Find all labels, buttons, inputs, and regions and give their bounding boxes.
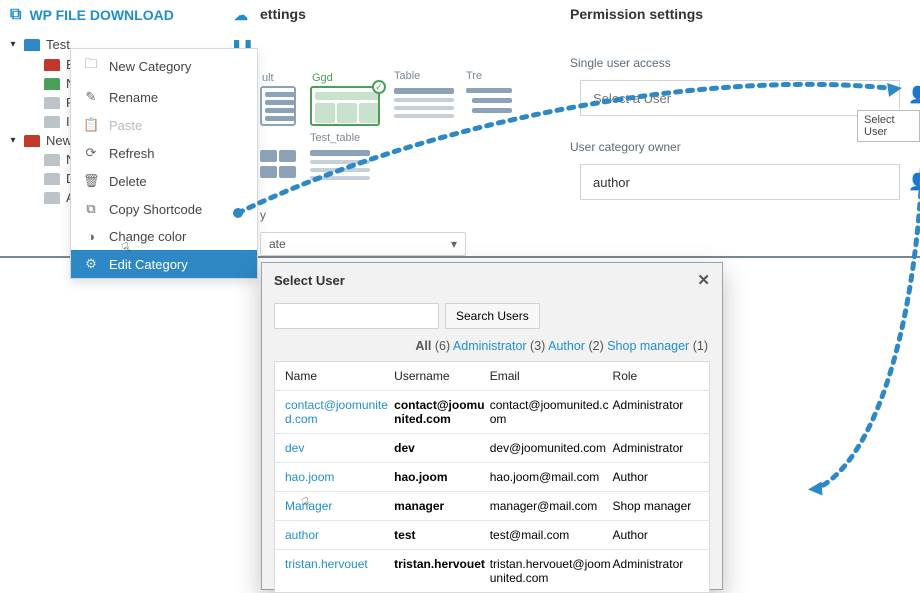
folder-icon [44,192,60,204]
gear-icon: ⚙ [83,256,99,272]
cell-username: tristan.hervouet [394,557,490,571]
menu-refresh[interactable]: ⟳Refresh [71,139,257,167]
cell-email: tristan.hervouet@joomunited.com [490,557,613,585]
menu-edit-category[interactable]: ⚙Edit Category [71,250,257,278]
folder-icon [44,59,60,71]
col-username: Username [394,369,490,383]
cell-email: test@mail.com [490,528,613,542]
palette-icon: ◑ [83,229,99,244]
permission-heading: Permission settings [570,6,703,22]
folder-icon [44,78,60,90]
single-user-actions[interactable]: 👤✕ [908,85,920,105]
cell-name[interactable]: dev [285,441,394,455]
app-title-text: WP FILE DOWNLOAD [29,7,173,23]
single-user-label: Single user access [570,56,671,70]
context-menu: 🗀New Category ✎Rename 📋Paste ⟳Refresh 🗑D… [70,48,258,279]
cell-name[interactable]: tristan.hervouet [285,557,394,571]
cell-role: Administrator [613,557,699,571]
menu-paste: 📋Paste [71,111,257,139]
folder-plus-icon: 🗀 [83,55,99,77]
table-header: Name Username Email Role [275,362,709,390]
folder-icon [24,135,40,147]
arrow-head-icon [887,81,903,97]
trash-icon: 🗑 [83,173,99,189]
user-owner-label: User category owner [570,140,681,154]
user-icon: 👤 [908,85,920,105]
modal-close-button[interactable]: ✕ [697,271,710,289]
download-icon: ⧉ [10,6,21,24]
table-row[interactable]: contact@joomunited.com contact@joomunite… [275,390,709,433]
thumb-ggd[interactable]: Ggd ✓ [310,86,380,126]
cell-username: hao.joom [394,470,490,484]
col-name: Name [285,369,394,383]
app-title: ⧉ WP FILE DOWNLOAD ☁ [0,0,258,30]
cell-name[interactable]: contact@joomunited.com [285,398,394,426]
table-row[interactable]: Manager manager manager@mail.com Shop ma… [275,491,709,520]
folder-icon [44,97,60,109]
cell-role: Administrator [613,441,699,455]
single-user-select[interactable] [580,80,900,116]
cell-name[interactable]: author [285,528,394,542]
cell-email: manager@mail.com [490,499,613,513]
modal-title: Select User [274,273,345,288]
modal-titlebar: Select User ✕ [262,263,722,297]
copy-icon: ⧉ [83,201,99,217]
cell-role: Author [613,528,699,542]
arrow-head-icon [808,482,823,497]
cell-username: contact@joomunited.com [394,398,490,426]
cell-email: hao.joom@mail.com [490,470,613,484]
pencil-icon: ✎ [83,89,99,105]
cell-email: contact@joomunited.com [490,398,613,426]
select-user-modal: Select User ✕ Search Users All (6) Admin… [261,262,723,590]
thumb-test-table[interactable]: Test_table [310,148,370,188]
refresh-icon: ⟳ [83,145,99,161]
cell-role: Author [613,470,699,484]
cell-role: Shop manager [613,499,699,513]
menu-delete[interactable]: 🗑Delete [71,167,257,195]
filter-shop[interactable]: Shop manager [607,339,689,353]
thumb-ult[interactable]: ult [260,86,296,126]
dropdown-sup: y [260,208,266,222]
table-row[interactable]: dev dev dev@joomunited.com Administrator [275,433,709,462]
folder-icon [44,154,60,166]
user-search-input[interactable] [274,303,439,329]
owner-select[interactable] [580,164,900,200]
table-row[interactable]: hao.joom hao.joom hao.joom@mail.com Auth… [275,462,709,491]
filter-author[interactable]: Author [548,339,585,353]
owner-actions[interactable]: 👤✕ [908,172,920,192]
filter-admin[interactable]: Administrator [453,339,527,353]
thumb-table[interactable]: Table [394,86,454,126]
cell-name[interactable]: hao.joom [285,470,394,484]
cell-role: Administrator [613,398,699,412]
table-row[interactable]: author test test@mail.com Author [275,520,709,549]
select-user-tooltip: Select User [857,110,920,142]
folder-icon [44,173,60,185]
table-row[interactable]: tristan.hervouet tristan.hervouet trista… [275,549,709,592]
cloud-icon: ☁ [234,7,248,24]
menu-new-category[interactable]: 🗀New Category [71,49,257,83]
col-role: Role [613,369,699,383]
menu-change-color[interactable]: ◑Change color [71,223,257,250]
paste-icon: 📋 [83,117,99,133]
cell-username: dev [394,441,490,455]
menu-copy-shortcode[interactable]: ⧉Copy Shortcode [71,195,257,223]
ordering-select[interactable]: ate [260,232,466,256]
filter-all[interactable]: All [415,339,431,353]
role-filter: All (6) Administrator (3) Author (2) Sho… [262,335,722,361]
top-panel: ⧉ WP FILE DOWNLOAD ☁ ▾Test▮ ▮ BM New PPI… [0,0,920,258]
thumb-tree[interactable]: Tre [466,86,514,126]
cell-username: test [394,528,490,542]
col-email: Email [490,369,613,383]
cell-email: dev@joomunited.com [490,441,613,455]
cell-username: manager [394,499,490,513]
menu-rename[interactable]: ✎Rename [71,83,257,111]
thumb-extra[interactable] [260,148,296,188]
user-icon: 👤 [908,172,920,192]
search-users-button[interactable]: Search Users [445,303,540,329]
folder-icon [44,116,60,128]
folder-icon [24,39,40,51]
settings-heading: ettings [260,6,306,22]
users-table: Name Username Email Role contact@joomuni… [274,361,710,593]
